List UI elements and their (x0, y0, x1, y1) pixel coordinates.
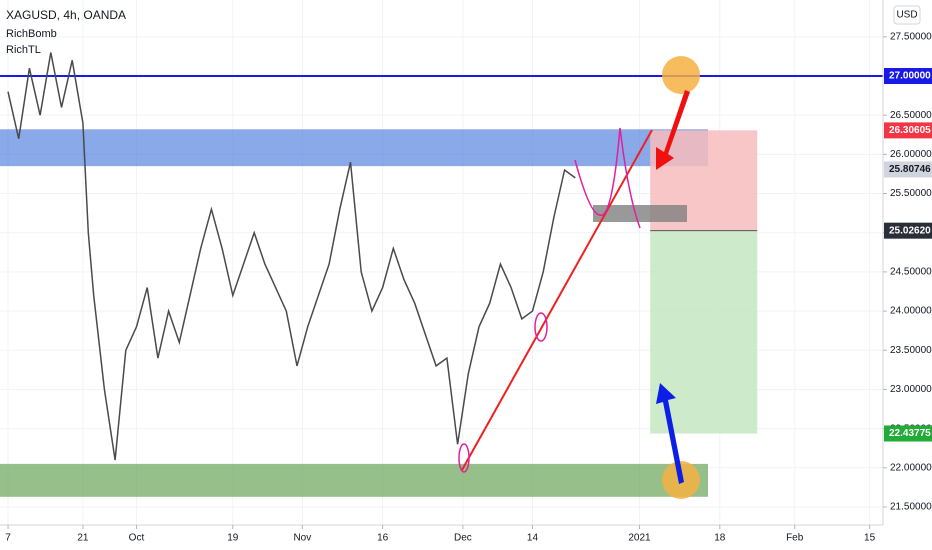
x-tick-label: Oct (129, 533, 145, 544)
arrow-up (656, 383, 684, 484)
y-tick-label: 27.50000 (890, 31, 932, 42)
axis-labels: 21.5000022.0000022.5000023.0000023.50000… (5, 31, 932, 544)
y-tick-label: 25.50000 (890, 188, 932, 199)
indicator-label: RichBomb (6, 28, 57, 40)
y-tick-label: 22.00000 (890, 462, 932, 473)
circle-mark (458, 443, 470, 473)
x-tick-label: 21 (77, 533, 89, 544)
x-tick-label: Nov (293, 533, 311, 544)
currency[interactable]: USD (896, 10, 917, 21)
y-tick-label: 24.50000 (890, 267, 932, 278)
price-label: 25.80746 (889, 164, 931, 175)
price-label-bg (884, 222, 932, 239)
price-label: 22.43775 (889, 428, 931, 439)
y-tick-label: 26.50000 (890, 110, 932, 121)
target-circle (662, 56, 700, 94)
price-axis (883, 0, 932, 550)
x-tick-label: 18 (714, 533, 726, 544)
price-label-bg (884, 161, 932, 178)
x-tick-label: 15 (864, 533, 876, 544)
gray-box (593, 205, 687, 222)
zone (0, 129, 708, 167)
currency-button[interactable] (893, 5, 921, 25)
x-tick-label: 7 (5, 533, 11, 544)
arrow-down (656, 90, 690, 170)
price-label-bg (884, 425, 932, 442)
chart-title: XAGUSD, 4h, OANDA (6, 8, 126, 22)
x-tick-label: 19 (227, 533, 239, 544)
y-tick-label: 24.00000 (890, 306, 932, 317)
x-tick-label: 2021 (628, 533, 651, 544)
x-tick-label: Dec (454, 533, 472, 544)
x-tick-label: Feb (786, 533, 804, 544)
price-label-bg (884, 68, 932, 85)
price-label: 27.00000 (889, 71, 931, 82)
y-tick-label: 21.50000 (890, 502, 932, 513)
price-line (7, 52, 576, 461)
indicator-label: RichTL (6, 44, 41, 56)
y-tick-label: 26.00000 (890, 149, 932, 160)
price-label: 25.02620 (889, 225, 931, 236)
x-tick-label: 14 (527, 533, 539, 544)
x-tick-label: 16 (377, 533, 389, 544)
trend-line (461, 129, 653, 471)
circle-mark (534, 312, 548, 342)
y-tick-label: 23.00000 (890, 384, 932, 395)
price-label-bg (884, 122, 932, 139)
price-label: 26.30605 (889, 125, 931, 136)
y-tick-label: 23.50000 (890, 345, 932, 356)
time-axis (0, 525, 932, 550)
zone (0, 463, 708, 497)
path-sketch (574, 127, 641, 229)
